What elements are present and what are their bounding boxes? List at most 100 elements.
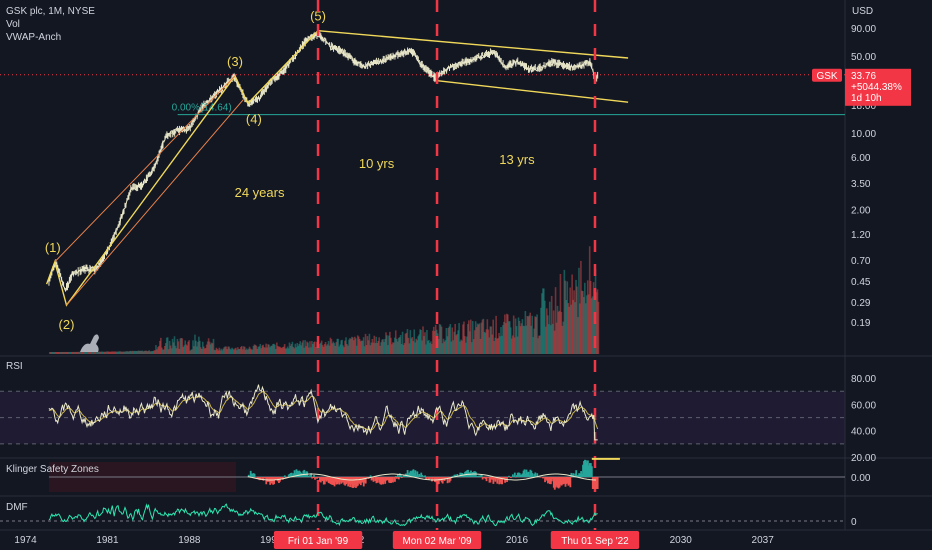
klinger-bar (429, 477, 431, 480)
klinger-bar (538, 476, 541, 477)
volume-bar (194, 334, 196, 354)
volume-bar (475, 327, 478, 354)
volume-bar (335, 342, 338, 354)
klinger-bar (413, 473, 416, 477)
time-axis-label: 2016 (506, 535, 529, 546)
volume-bar (413, 329, 416, 354)
volume-bar (315, 341, 318, 354)
volume-bar (142, 351, 145, 354)
klinger-bar (510, 477, 512, 478)
volume-bar (236, 350, 238, 354)
volume-bar (276, 342, 278, 354)
volume-bar (389, 331, 391, 354)
volume-bar (583, 297, 585, 354)
volume-bar (399, 335, 402, 354)
klinger-bar (293, 470, 296, 477)
volume-bar (410, 338, 413, 354)
volume-bar (209, 344, 212, 354)
volume-bar (572, 299, 574, 354)
klinger-bar (311, 477, 313, 479)
volume-bar (273, 343, 275, 354)
volume-bar (161, 347, 163, 354)
klinger-bar (460, 472, 463, 477)
vwap-indicator-label[interactable]: VWAP-Anch (6, 32, 62, 43)
klinger-bar (497, 477, 500, 480)
klinger-bar (483, 477, 486, 479)
volume-bar (369, 345, 372, 354)
volume-bar (250, 349, 253, 354)
klinger-bar (542, 477, 544, 479)
klinger-bar (316, 477, 318, 479)
volume-bar (428, 339, 430, 354)
klinger-bar (411, 470, 414, 477)
volume-bar (490, 326, 493, 354)
volume-bar (519, 326, 522, 354)
volume-bar (473, 330, 476, 354)
dmf-pane-title[interactable]: DMF (6, 502, 28, 513)
klinger-bar (289, 473, 292, 477)
volume-bar (263, 347, 265, 354)
klinger-bar (419, 475, 422, 477)
wave-label-4: (4) (246, 111, 262, 126)
volume-bar (401, 331, 404, 354)
volume-bar (49, 351, 52, 354)
volume-bar (355, 345, 358, 354)
volume-bar (481, 319, 484, 354)
volume-bar (528, 315, 531, 354)
rsi-pane-title[interactable]: RSI (6, 361, 23, 372)
time-axis-label: 2030 (670, 535, 693, 546)
symbol-title[interactable]: GSK plc, 1M, NYSE (6, 6, 95, 17)
volume-bar (465, 342, 467, 354)
volume-bar (200, 348, 203, 354)
volume-bar (434, 324, 437, 354)
klinger-bar (566, 477, 569, 484)
klinger-bar (445, 477, 448, 479)
volume-bar (527, 316, 530, 354)
volume-bar (440, 326, 443, 354)
klinger-bar (347, 477, 350, 487)
klinger-bar (531, 473, 534, 477)
volume-bar (127, 351, 130, 354)
klinger-pane-title[interactable]: Klinger Safety Zones (6, 464, 99, 475)
volume-bar (437, 338, 440, 354)
klinger-bar (324, 477, 327, 481)
volume-bar (143, 350, 146, 354)
klinger-bar (491, 477, 494, 480)
volume-bar (122, 351, 124, 354)
volume-bar (285, 348, 288, 354)
volume-bar (123, 351, 126, 354)
klinger-bar (503, 477, 505, 480)
volume-bar (592, 282, 595, 354)
klinger-bar (307, 475, 310, 477)
volume-bar (243, 346, 246, 354)
klinger-bar (420, 472, 423, 477)
klinger-bar (371, 477, 374, 480)
klinger-bar (395, 476, 397, 477)
volume-bar (55, 351, 58, 354)
volume-bar (374, 343, 377, 354)
klinger-bar (314, 477, 316, 480)
volume-bar (136, 351, 139, 354)
volume-bar (451, 327, 454, 354)
volume-bar (320, 340, 323, 354)
klinger-bar (309, 475, 312, 477)
klinger-bar (462, 474, 465, 477)
chart-legend: GSK plc, 1M, NYSE Vol VWAP-Anch (6, 5, 95, 44)
volume-bar (93, 351, 96, 354)
volume-bar (494, 337, 496, 354)
volume-bar (110, 351, 112, 354)
volume-bar (167, 349, 170, 354)
volume-bar (333, 343, 336, 354)
volume-bar (588, 246, 591, 354)
volume-bar (179, 338, 182, 354)
volume-bar (425, 344, 427, 354)
volume-indicator-label[interactable]: Vol (6, 19, 20, 30)
price-axis-label: 0.19 (851, 318, 871, 329)
volume-bar (418, 334, 420, 354)
volume-bar (365, 345, 368, 354)
klinger-bar (391, 477, 393, 482)
volume-bar (347, 345, 349, 354)
volume-bar (207, 338, 210, 354)
volume-bar (353, 340, 355, 354)
